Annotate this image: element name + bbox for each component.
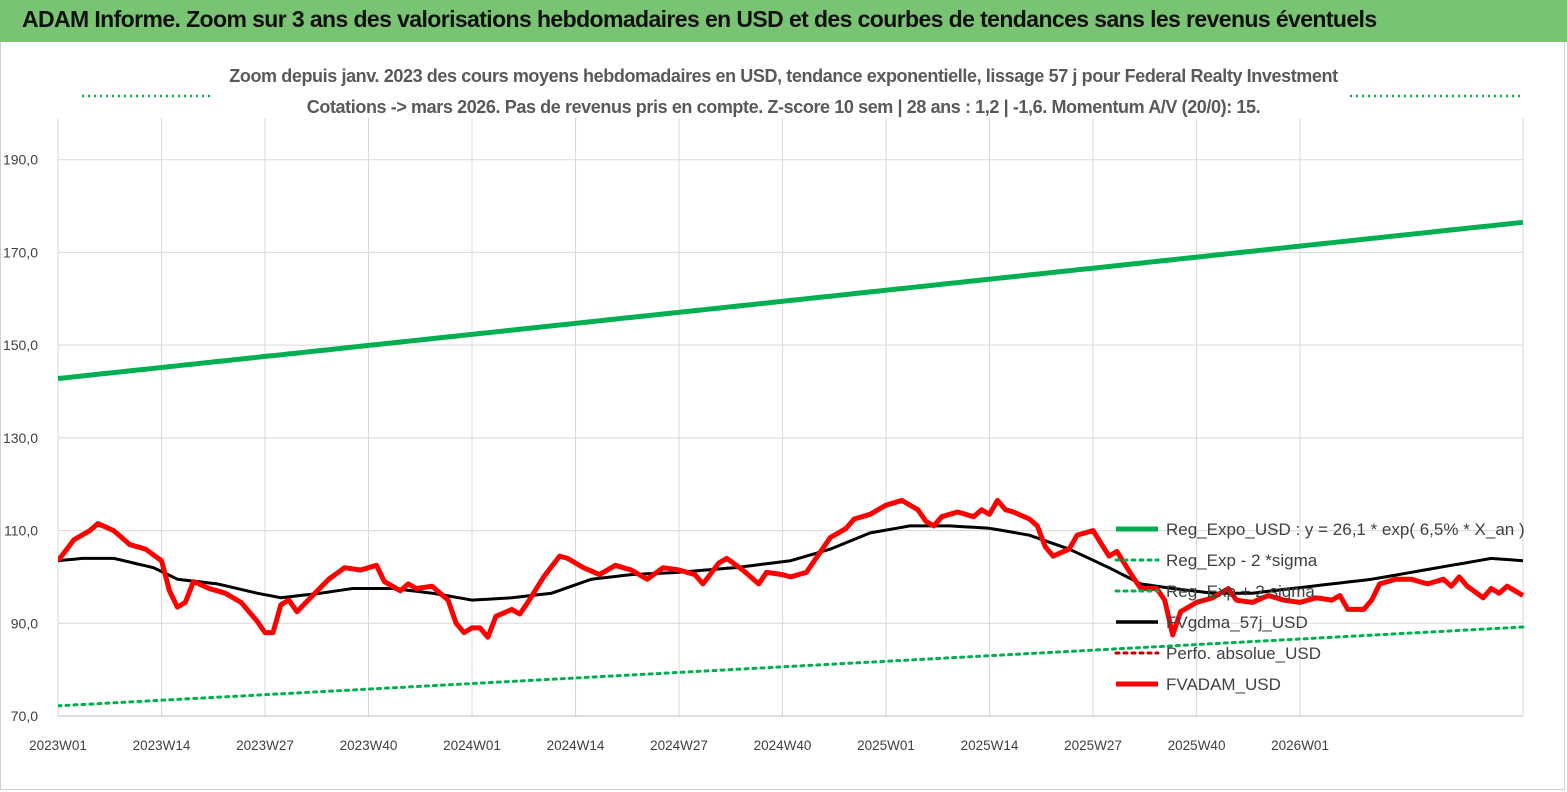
x-tick-label: 2024W01 xyxy=(443,738,501,753)
y-tick-label: 170,0 xyxy=(3,244,38,260)
x-tick-label: 2023W27 xyxy=(236,738,294,753)
y-tick-label: 130,0 xyxy=(3,430,38,446)
series-line-0 xyxy=(58,219,1524,381)
header-bar: ADAM Informe. Zoom sur 3 ans des valoris… xyxy=(0,0,1567,42)
x-tick-label: 2024W40 xyxy=(754,738,812,753)
legend-label: Perfo. absolue_USD xyxy=(1166,644,1321,663)
legend: Reg_Expo_USD : y = 26,1 * exp( 6,5% * X_… xyxy=(1114,520,1525,694)
series-line-5 xyxy=(58,497,1525,640)
x-tick-label: 2025W01 xyxy=(857,738,915,753)
series-line-1 xyxy=(58,625,1525,708)
y-tick-label: 110,0 xyxy=(4,523,38,539)
legend-label: Reg_Exp - 2 *sigma xyxy=(1166,551,1318,570)
legend-label: FVADAM_USD xyxy=(1166,675,1281,694)
series-lines xyxy=(58,219,1525,708)
x-tick-label: 2025W14 xyxy=(961,738,1019,753)
legend-label: FVgdma_57j_USD xyxy=(1166,613,1308,632)
x-tick-label: 2023W40 xyxy=(340,738,398,753)
legend-label: Reg_Expo_USD : y = 26,1 * exp( 6,5% * X_… xyxy=(1166,520,1525,539)
y-tick-label: 90,0 xyxy=(11,615,38,631)
chart-title: Zoom depuis janv. 2023 des cours moyens … xyxy=(229,66,1338,86)
x-tick-label: 2023W14 xyxy=(133,738,191,753)
y-axis-ticks: 190,0 170,0 150,0 130,0 110,0 90,0 70,0 xyxy=(3,152,38,724)
series-line-3 xyxy=(58,524,1524,602)
x-tick-label: 2024W14 xyxy=(547,738,605,753)
y-tick-label: 70,0 xyxy=(11,708,38,724)
chart-subtitle: Cotations -> mars 2026. Pas de revenus p… xyxy=(306,97,1261,117)
x-tick-label: 2026W01 xyxy=(1271,738,1329,753)
report-title: ADAM Informe. Zoom sur 3 ans des valoris… xyxy=(22,6,1377,32)
x-tick-label: 2023W01 xyxy=(29,738,87,753)
x-tick-label: 2024W27 xyxy=(650,738,708,753)
x-tick-label: 2025W40 xyxy=(1168,738,1226,753)
grid xyxy=(57,118,1524,717)
legend-label: Reg_Exp + 2 sigma xyxy=(1166,582,1315,601)
x-tick-label: 2025W27 xyxy=(1064,738,1122,753)
x-axis-ticks: 2023W01 2023W14 2023W27 2023W40 2024W01 2024W… xyxy=(29,738,1329,753)
y-tick-label: 150,0 xyxy=(3,337,38,353)
y-tick-label: 190,0 xyxy=(3,152,38,168)
